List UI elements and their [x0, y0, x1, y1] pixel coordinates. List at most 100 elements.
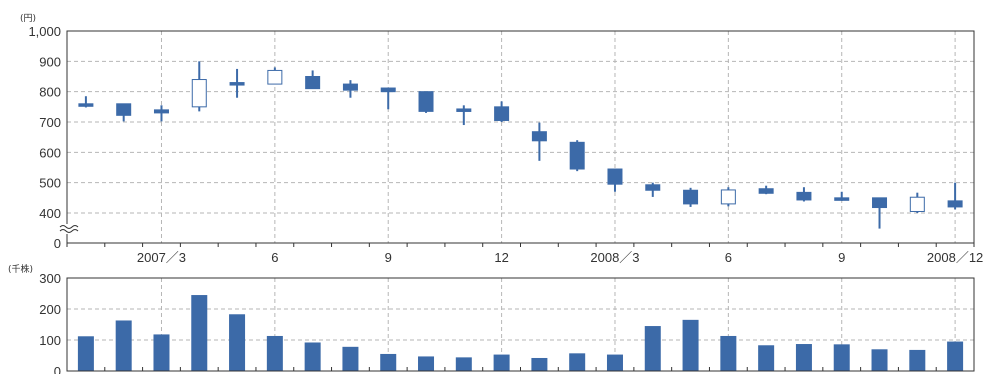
- x-tick-label: 6: [725, 250, 732, 265]
- volume-bar: [115, 320, 132, 371]
- candle-body-down: [418, 91, 434, 112]
- candle: [909, 192, 925, 213]
- candle: [531, 122, 547, 161]
- x-tick-label: 2008／3: [590, 250, 639, 265]
- price-y-tick-label: 800: [39, 85, 61, 100]
- candle: [834, 191, 850, 201]
- candle-body-down: [494, 106, 510, 121]
- candle-body-down: [683, 189, 699, 205]
- price-plot-frame: [66, 30, 975, 244]
- volume-bars: [77, 295, 964, 371]
- candle-body-down: [531, 131, 547, 142]
- candle: [796, 187, 812, 202]
- candle-body-down: [342, 83, 358, 91]
- volume-bar: [758, 345, 775, 371]
- candle-body-down: [872, 197, 888, 209]
- candle-body-down: [758, 188, 774, 194]
- candle: [947, 182, 963, 210]
- price-y-tick-label: 500: [39, 176, 61, 191]
- volume-y-tick-label: 0: [54, 364, 61, 374]
- candle: [758, 185, 774, 195]
- candle: [380, 87, 396, 110]
- x-tick-label: 9: [385, 250, 392, 265]
- price-y-tick-label: 600: [39, 145, 61, 160]
- candle: [116, 103, 132, 122]
- candle: [569, 140, 585, 172]
- candle-body-up: [720, 189, 736, 205]
- volume-bar: [720, 335, 737, 371]
- volume-plot-frame: [66, 277, 975, 372]
- volume-bar: [606, 354, 623, 371]
- candle: [683, 187, 699, 207]
- candle-body-up: [909, 196, 925, 212]
- candle-body-down: [78, 103, 94, 107]
- candle-body-down: [380, 87, 396, 93]
- candle-body-down: [607, 168, 623, 185]
- candle-body-down: [834, 197, 850, 201]
- candle-body-down: [305, 76, 321, 90]
- volume-bar: [531, 357, 548, 371]
- volume-y-ticks: 300 200 100 0: [39, 271, 61, 374]
- volume-unit-label: (千株): [8, 263, 33, 275]
- x-tick-label: 2007／3: [137, 250, 186, 265]
- volume-bar: [342, 346, 359, 371]
- volume-bar: [380, 353, 397, 371]
- candle: [153, 105, 169, 122]
- price-unit-label: (円): [20, 13, 36, 24]
- candle-body-down: [456, 108, 472, 112]
- candle-body-up: [191, 79, 207, 108]
- volume-bar: [909, 349, 926, 371]
- volume-bar: [304, 342, 321, 371]
- volume-bar: [569, 353, 586, 371]
- x-tick-label: 2008／12: [927, 250, 983, 265]
- candle: [720, 187, 736, 207]
- price-y-tick-label: 0: [54, 236, 61, 251]
- candle: [267, 67, 283, 85]
- candle-body-down: [947, 200, 963, 208]
- price-y-tick-label: 700: [39, 115, 61, 130]
- candle: [872, 197, 888, 229]
- candlesticks: [78, 61, 963, 229]
- volume-y-tick-label: 100: [39, 333, 61, 348]
- candle-body-down: [116, 103, 132, 116]
- volume-bar: [871, 349, 888, 371]
- candle: [494, 101, 510, 122]
- candle: [305, 70, 321, 90]
- volume-bar: [229, 314, 246, 371]
- candle-body-down: [569, 141, 585, 170]
- volume-bar: [77, 336, 94, 371]
- volume-y-tick-label: 300: [39, 271, 61, 286]
- volume-bar: [947, 341, 964, 371]
- volume-bar: [644, 326, 661, 371]
- candle: [418, 91, 434, 113]
- candle-body-down: [796, 191, 812, 201]
- candle: [229, 68, 245, 98]
- volume-bar: [493, 354, 510, 371]
- volume-bar: [795, 344, 812, 371]
- candle: [607, 168, 623, 192]
- candle-body-up: [267, 69, 283, 85]
- candle-body-down: [229, 82, 245, 86]
- volume-bar: [418, 356, 435, 371]
- volume-bar: [191, 295, 208, 371]
- volume-bar: [682, 319, 699, 371]
- candle: [78, 96, 94, 108]
- volume-y-tick-label: 200: [39, 302, 61, 317]
- x-tick-label: 6: [271, 250, 278, 265]
- volume-bar: [153, 334, 170, 371]
- x-tick-label: 9: [838, 250, 845, 265]
- volume-bar: [455, 357, 472, 371]
- price-gridlines: [67, 31, 974, 243]
- candle-body-down: [645, 184, 661, 191]
- x-tick-label: 12: [494, 250, 508, 265]
- price-y-ticks: 1,000 900 800 700 600 500 400 0: [28, 24, 61, 251]
- candle: [645, 182, 661, 197]
- candle: [342, 80, 358, 98]
- volume-bar: [266, 335, 283, 371]
- price-y-tick-label: 900: [39, 54, 61, 69]
- axis-break-icon: [58, 224, 79, 234]
- price-y-tick-label: 400: [39, 206, 61, 221]
- candle-body-down: [153, 109, 169, 114]
- volume-bar: [833, 344, 850, 371]
